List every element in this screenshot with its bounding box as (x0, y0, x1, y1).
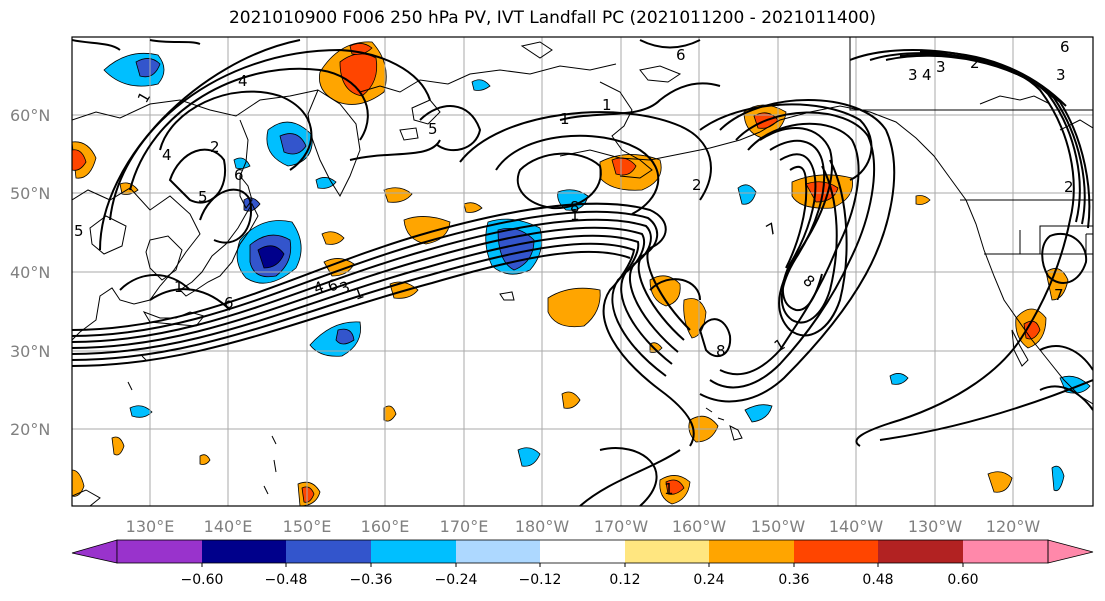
colorbar-tick-label: −0.36 (350, 572, 393, 588)
lon-label: 140°E (204, 517, 253, 536)
colorbar-tick-label: 0.60 (947, 572, 978, 588)
lat-label: 50°N (10, 184, 50, 203)
lon-label: 150°W (751, 517, 806, 536)
lon-label: 130°E (126, 517, 175, 536)
coast-japan (179, 202, 259, 297)
coast-aleutians (559, 131, 761, 161)
lat-label: 20°N (10, 420, 50, 439)
contour-label: 2 (210, 138, 220, 156)
contour-label: 8 (570, 198, 580, 216)
lon-label: 180°W (515, 517, 570, 536)
lat-label: 30°N (10, 342, 50, 361)
colorbar-tick-label: 0.24 (693, 572, 724, 588)
contour-label: 6 (224, 294, 234, 312)
lon-label: 170°W (594, 517, 649, 536)
pv-jet-7 (72, 250, 631, 367)
coast-siberia (359, 63, 617, 93)
contour-label: 8 (716, 342, 726, 360)
contour-label: 1 (560, 110, 570, 128)
lon-labels: 130°E 140°E 150°E 160°E 170°E 180°W 170°… (126, 517, 1041, 536)
lat-label: 40°N (10, 263, 50, 282)
colorbar-tick-label: 0.48 (862, 572, 893, 588)
contour-label: 2 (970, 54, 980, 72)
hawaii (705, 407, 743, 441)
pv-jet-4 (72, 226, 673, 365)
coast-korea-china (145, 235, 183, 281)
chart-title: 2021010900 F006 250 hPa PV, IVT Landfall… (228, 8, 876, 28)
contour-label: 7 (1054, 286, 1064, 304)
colorbar: −0.60 −0.48 −0.36 −0.24 −0.12 0.12 0.24 … (71, 539, 1094, 588)
contour-label: 4 (238, 72, 248, 90)
colorbar-bin (540, 540, 625, 563)
coast-sakhalin (239, 119, 249, 177)
colorbar-bin (286, 540, 371, 563)
colorbar-bin (625, 540, 709, 563)
colorbar-bin (202, 540, 286, 563)
contour-label: 5 (198, 188, 208, 206)
lon-label: 130°W (908, 517, 963, 536)
lon-label: 170°E (440, 517, 489, 536)
colorbar-bin (456, 540, 540, 563)
lon-label: 150°E (283, 517, 332, 536)
lon-label: 120°W (986, 517, 1041, 536)
contour-label: 1 (570, 206, 580, 224)
lon-label: 160°E (361, 517, 410, 536)
contour-label: 4 (162, 146, 172, 164)
pv-jet-6 (72, 242, 695, 447)
colorbar-tick-label: −0.60 (181, 572, 224, 588)
contour-label: 5 (74, 222, 84, 240)
pv-jet-2 (72, 210, 685, 341)
map-panel: 1 4 4 5 2 5 6 5 6 8 1 1 4 6 6 3 1 1 1 2 … (72, 37, 1093, 506)
pv-jet-3 (72, 218, 679, 353)
contour-label: 2 (1064, 178, 1074, 196)
pv-jet-5 (72, 234, 667, 377)
colorbar-bin (963, 540, 1048, 563)
colorbar-bin (794, 540, 878, 563)
colorbar-tick-label: −0.48 (265, 572, 308, 588)
contour-label: 6 (676, 46, 686, 64)
colorbar-tick-label: −0.24 (435, 572, 478, 588)
colorbar-extend-low (71, 539, 118, 564)
lon-label: 160°W (672, 517, 727, 536)
colorbar-tick-label: 0.12 (609, 572, 640, 588)
contour-label: 6 (234, 166, 244, 184)
contour-label: 1 (664, 480, 674, 498)
contour-label: 4 (922, 66, 932, 84)
coastlines (72, 37, 1093, 506)
colorbar-bin (709, 540, 794, 563)
contour-label: 5 (428, 120, 438, 138)
contour-label: 3 (936, 58, 946, 76)
ivt-shading (72, 41, 1091, 506)
lat-labels: 60°N 50°N 40°N 30°N 20°N (10, 106, 50, 439)
contour-label: 1 (602, 96, 612, 114)
pv-ridge-goa (699, 103, 873, 181)
colorbar-tick-label: −0.12 (519, 572, 562, 588)
map-border (71, 36, 1094, 507)
lon-label: 140°W (829, 517, 884, 536)
pv-low-siberia (159, 90, 313, 171)
colorbar-bin (117, 540, 202, 563)
pv-contours (72, 39, 1093, 506)
graticule (72, 37, 1093, 506)
colorbar-tick-label: 0.36 (778, 572, 809, 588)
pv-low-bering (516, 152, 602, 210)
lat-label: 60°N (10, 106, 50, 125)
colorbar-extend-high (1047, 539, 1094, 564)
coast-alaska-west (599, 81, 653, 179)
coast-na-west (949, 177, 1093, 405)
colorbar-bin (371, 540, 456, 563)
colorbar-bin (878, 540, 963, 563)
contour-label: 2 (692, 176, 702, 194)
pv-jet-1 (72, 202, 691, 331)
contour-label: 6 (1060, 38, 1070, 56)
border-canada (849, 37, 1093, 111)
contour-label: 3 (1056, 66, 1066, 84)
contour-label: 3 (908, 66, 918, 84)
coast-alaska-south (759, 105, 951, 179)
contour-label: 1 (174, 278, 184, 296)
